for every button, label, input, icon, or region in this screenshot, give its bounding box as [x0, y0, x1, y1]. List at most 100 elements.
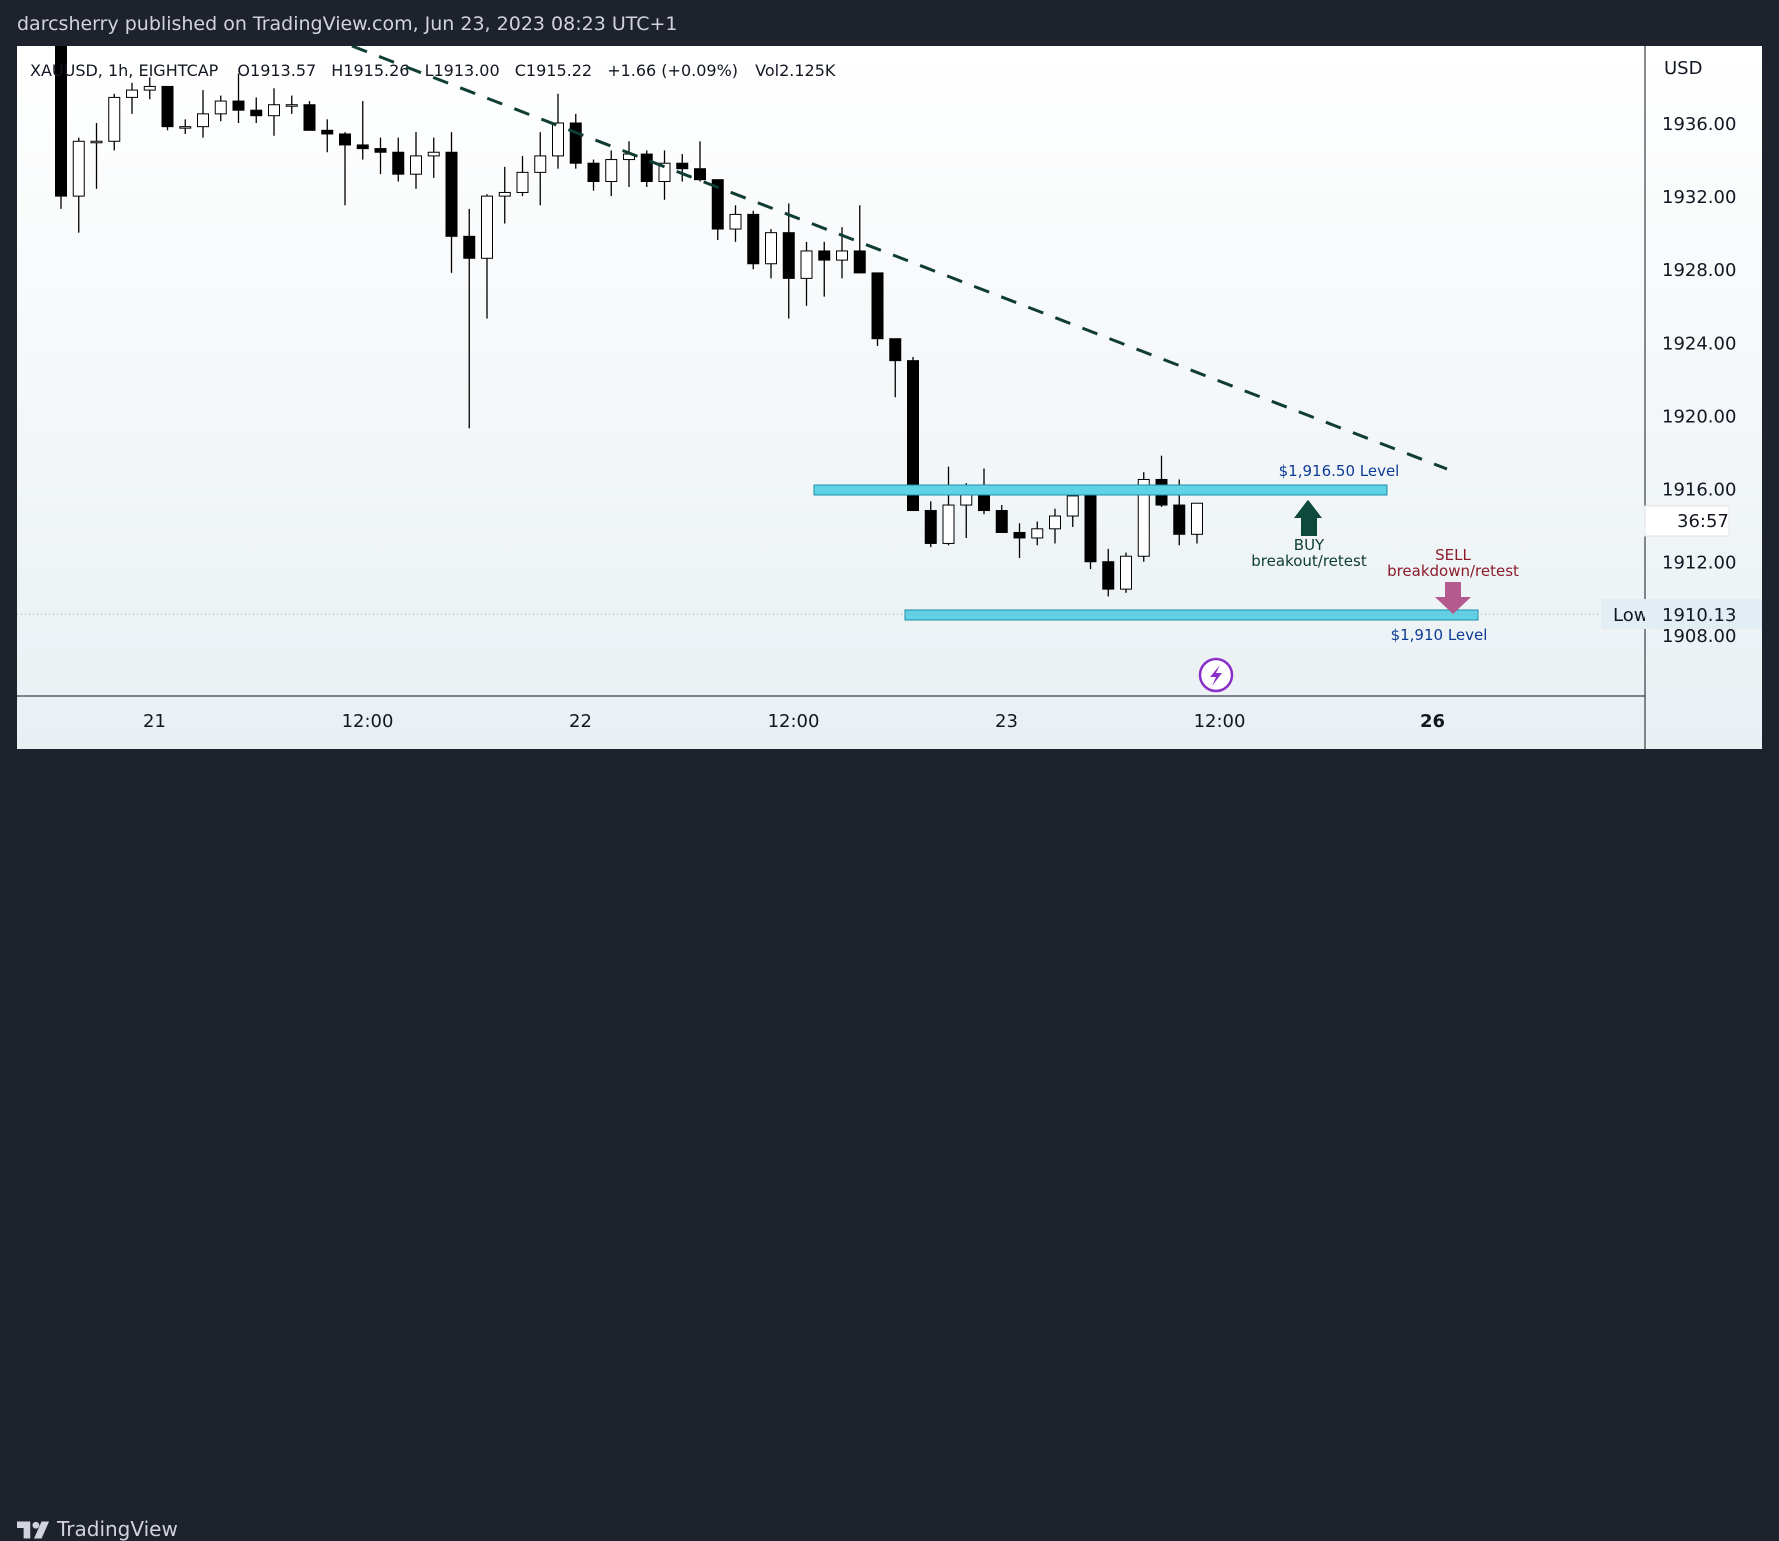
- candle-body: [232, 100, 245, 111]
- candle-body: [587, 162, 600, 182]
- candle: [1155, 455, 1168, 507]
- candle: [392, 137, 405, 182]
- candle: [481, 194, 493, 319]
- candle-body: [285, 104, 298, 107]
- candle-body: [197, 113, 209, 128]
- candle: [889, 338, 902, 398]
- time-tick-label: 22: [569, 711, 592, 732]
- upper-level-label: $1,916.50 Level: [1279, 462, 1400, 480]
- candle-body: [268, 104, 280, 117]
- candle: [1084, 495, 1097, 570]
- candle-body: [108, 96, 121, 142]
- candle: [552, 93, 564, 169]
- candle-body: [356, 144, 369, 150]
- candle-body: [729, 213, 742, 230]
- candle-body: [676, 162, 689, 170]
- countdown-badge: [1644, 505, 1730, 537]
- candle-body: [90, 140, 103, 144]
- candle: [498, 166, 511, 224]
- publish-bar: darcsherry published on TradingView.com,…: [0, 0, 1779, 46]
- candle-body: [214, 100, 227, 115]
- candle-body: [853, 250, 866, 274]
- candle-body: [640, 153, 653, 182]
- candle-body: [889, 338, 902, 362]
- candle: [179, 119, 192, 134]
- candle-body: [445, 151, 458, 237]
- candle-body: [72, 140, 85, 197]
- candle-body: [1049, 515, 1061, 530]
- candle-body: [782, 232, 795, 279]
- candle: [108, 93, 121, 151]
- candle: [161, 85, 174, 131]
- candle: [782, 203, 795, 319]
- candle-body: [924, 510, 937, 544]
- candle: [250, 97, 263, 123]
- candle: [765, 229, 777, 279]
- candle: [942, 466, 955, 546]
- sell-arrow-icon: [1435, 582, 1471, 614]
- candle: [321, 119, 334, 153]
- tradingview-brand-text: TradingView: [57, 1517, 178, 1541]
- candle: [729, 205, 742, 242]
- publisher-text: darcsherry published on TradingView.com,…: [17, 13, 678, 35]
- time-tick-label: 12:00: [342, 711, 394, 732]
- candle: [445, 132, 458, 273]
- chart-frame[interactable]: $1,916.50 Level $1,910 Level BUY breakou…: [17, 44, 1762, 749]
- countdown-label: 36:57: [1677, 511, 1729, 532]
- low-label-badge: [1601, 599, 1645, 629]
- candlestick-chart[interactable]: $1,916.50 Level $1,910 Level BUY breakou…: [17, 44, 1762, 749]
- candle-body: [871, 272, 884, 340]
- candle-body: [339, 133, 351, 146]
- candle: [143, 77, 156, 100]
- candle-body: [126, 89, 138, 98]
- price-tick-label: 1924.00: [1662, 333, 1736, 354]
- upper-level-zone: [813, 484, 1388, 496]
- low-label: Low: [1613, 605, 1648, 626]
- price-tick-label: 1912.00: [1662, 553, 1736, 574]
- candle-body: [1084, 495, 1097, 563]
- candle-body: [374, 148, 387, 153]
- candle: [694, 141, 706, 182]
- buy-title: BUY: [1294, 536, 1325, 554]
- price-tick-label: 1916.00: [1662, 480, 1736, 501]
- candle: [1120, 552, 1132, 593]
- candle: [995, 505, 1008, 533]
- candle: [463, 208, 476, 429]
- time-tick-label: 26: [1420, 711, 1445, 732]
- candle-body: [303, 104, 316, 131]
- candle: [658, 150, 671, 200]
- candle-body: [143, 85, 156, 91]
- candle: [268, 88, 280, 136]
- candle-body: [1120, 555, 1132, 590]
- candles-group: [55, 45, 1203, 597]
- candle: [924, 501, 937, 548]
- legend-symbol: XAUUSD, 1h, EIGHTCAP: [30, 61, 219, 80]
- candle: [587, 159, 600, 191]
- price-axis: 1936.00 1932.00 1928.00 1924.00 1920.00 1916.…: [1662, 114, 1736, 647]
- candle-body: [179, 126, 192, 129]
- low-value: 1910.13: [1662, 605, 1736, 626]
- candle: [640, 150, 653, 187]
- candle: [339, 132, 351, 206]
- legend-high: H1915.26: [331, 61, 409, 80]
- lower-level-zone: [904, 609, 1479, 621]
- candle: [1031, 521, 1044, 546]
- legend-open: O1913.57: [237, 61, 316, 80]
- candle-body: [161, 85, 174, 128]
- legend-close: C1915.22: [515, 61, 592, 80]
- candle: [871, 272, 884, 347]
- tradingview-logo[interactable]: TradingView: [17, 1517, 178, 1541]
- candle-body: [658, 162, 671, 182]
- candle-body: [694, 168, 706, 181]
- candle: [623, 141, 635, 187]
- tradingview-logo-icon: [17, 1521, 50, 1539]
- candle: [534, 132, 547, 206]
- currency-label: USD: [1664, 58, 1702, 79]
- candle: [410, 132, 422, 189]
- candle-body: [1031, 528, 1044, 539]
- candle: [516, 155, 529, 197]
- price-tick-label: 1932.00: [1662, 187, 1736, 208]
- time-tick-label: 21: [143, 711, 166, 732]
- price-tick-label: 1908.00: [1662, 626, 1736, 647]
